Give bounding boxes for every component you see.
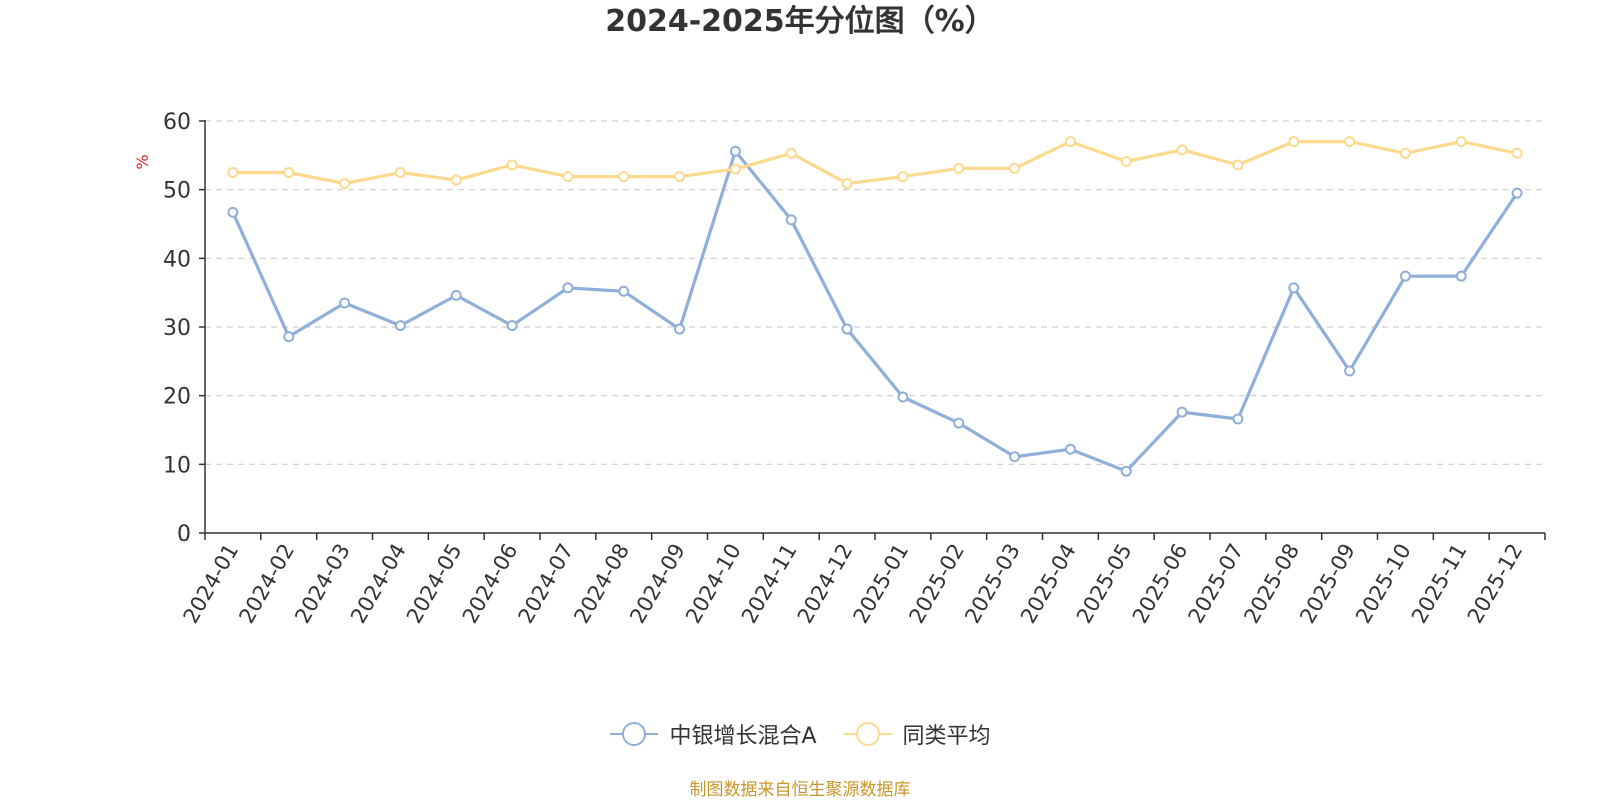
series-0-point-2025-12: [1511, 187, 1523, 199]
grid-lines: [205, 120, 1545, 465]
x-tick-label-2025-02: 2025-02: [904, 540, 969, 628]
x-tick-label-2024-09: 2024-09: [625, 540, 690, 628]
x-tick-label-2025-09: 2025-09: [1295, 540, 1360, 628]
x-tick-label-2025-11: 2025-11: [1407, 540, 1472, 628]
axes: [199, 120, 1546, 540]
series-1-point-2025-03: [1009, 162, 1021, 174]
x-tick-label-2025-08: 2025-08: [1239, 540, 1304, 628]
data-source-note: 制图数据来自恒生聚源数据库: [689, 780, 911, 800]
x-tick-label-2024-06: 2024-06: [458, 540, 523, 628]
series-1-point-2024-06: [506, 159, 518, 171]
x-tick-label-2024-07: 2024-07: [514, 540, 579, 628]
y-tick-label-0: 0: [177, 522, 191, 547]
series-0-point-2025-05: [1120, 465, 1132, 477]
series-1-point-2024-11: [785, 147, 797, 159]
series-0-point-2024-09: [674, 323, 686, 335]
series-0-point-2024-02: [283, 331, 295, 343]
series-1-point-2024-09: [674, 171, 686, 183]
x-tick-label-2024-10: 2024-10: [681, 540, 746, 628]
series-0-point-2024-10: [729, 145, 741, 157]
series-1-point-2024-08: [618, 171, 630, 183]
x-tick-label-2025-03: 2025-03: [960, 539, 1025, 627]
series-0-point-2024-06: [506, 320, 518, 332]
series-0-point-2024-03: [339, 297, 351, 309]
series-1-point-2024-04: [394, 167, 406, 178]
series-1-point-2025-10: [1399, 147, 1411, 159]
x-tick-label-2025-06: 2025-06: [1128, 540, 1193, 628]
series-1-point-2025-04: [1064, 136, 1076, 148]
x-tick-label-2025-10: 2025-10: [1351, 540, 1416, 628]
legend-item-series-0[interactable]: 中银增长混合A: [609, 718, 817, 750]
series-1-point-2024-01: [227, 167, 239, 178]
x-tick-label-2025-05: 2025-05: [1072, 540, 1137, 628]
x-tick-label-2025-04: 2025-04: [1016, 540, 1081, 628]
series-1-point-2024-07: [562, 171, 574, 183]
series-0-point-2025-03: [1009, 451, 1021, 463]
series-1-point-2024-02: [283, 167, 295, 178]
series-0-point-2025-04: [1064, 443, 1076, 455]
series-1-point-2025-09: [1344, 136, 1356, 148]
chart-title: 2024-2025年分位图（%）: [605, 4, 995, 39]
series-0-point-2025-09: [1344, 365, 1356, 377]
series-1-point-2024-05: [450, 174, 462, 186]
series-1-point-2025-06: [1176, 144, 1188, 156]
legend-label-series-0: 中银增长混合A: [669, 724, 817, 749]
legend-label-series-1: 同类平均: [902, 724, 991, 749]
series-1-point-2025-02: [953, 162, 965, 174]
series-1-point-2025-05: [1120, 156, 1132, 168]
y-tick-label-60: 60: [163, 110, 191, 135]
series-1-point-2025-08: [1288, 136, 1300, 148]
series-0-point-2024-12: [841, 323, 853, 335]
legend: 中银增长混合A 同类平均: [0, 718, 1600, 750]
x-tick-label-2025-01: 2025-01: [849, 540, 914, 628]
y-axis-label: %: [133, 154, 152, 169]
series-line-0: [231, 149, 1519, 473]
series-0-point-2024-07: [562, 282, 574, 294]
series-0-point-2025-08: [1288, 282, 1300, 294]
legend-swatch-series-0: [610, 722, 659, 746]
x-tick-label-2024-08: 2024-08: [569, 540, 634, 628]
series-0-point-2025-06: [1176, 406, 1188, 418]
series-line-1: [231, 140, 1519, 186]
series-1-point-2025-11: [1455, 136, 1467, 148]
series-0-point-2025-01: [897, 391, 909, 403]
series-lines: [227, 136, 1523, 477]
y-tick-label-30: 30: [163, 316, 191, 341]
x-tick-label-2024-04: 2024-04: [346, 540, 411, 628]
x-tick-label-2024-11: 2024-11: [737, 540, 802, 628]
series-0-point-2025-11: [1455, 270, 1467, 282]
series-1-point-2025-12: [1511, 147, 1523, 159]
series-0-point-2024-11: [785, 214, 797, 226]
x-tick-label-2024-02: 2024-02: [234, 540, 299, 628]
series-1-point-2024-03: [339, 177, 351, 189]
series-0-point-2024-08: [618, 285, 630, 297]
y-tick-label-40: 40: [163, 247, 191, 272]
series-0-point-2025-07: [1232, 413, 1244, 425]
series-0-point-2024-01: [227, 206, 239, 218]
series-0-point-2024-04: [394, 320, 406, 332]
series-0-point-2025-02: [953, 417, 965, 429]
y-tick-label-10: 10: [163, 453, 191, 478]
x-tick-label-2024-01: 2024-01: [179, 540, 244, 628]
y-tick-label-20: 20: [163, 385, 191, 410]
x-tick-label-2024-12: 2024-12: [793, 540, 858, 628]
series-1-point-2025-01: [897, 171, 909, 183]
x-tick-label-2024-03: 2024-03: [290, 540, 355, 628]
series-0-point-2024-05: [450, 289, 462, 301]
x-tick-label-2024-05: 2024-05: [402, 540, 467, 628]
series-1-point-2024-10: [729, 163, 741, 175]
x-tick-label-2025-07: 2025-07: [1184, 540, 1249, 628]
series-1-point-2025-07: [1232, 159, 1244, 171]
legend-item-series-1[interactable]: 同类平均: [843, 718, 991, 750]
x-tick-label-2025-12: 2025-12: [1463, 540, 1528, 628]
y-tick-label-50: 50: [163, 179, 191, 204]
series-0-point-2025-10: [1399, 270, 1411, 282]
series-1-point-2024-12: [841, 177, 853, 189]
legend-swatch-series-1: [843, 722, 892, 746]
